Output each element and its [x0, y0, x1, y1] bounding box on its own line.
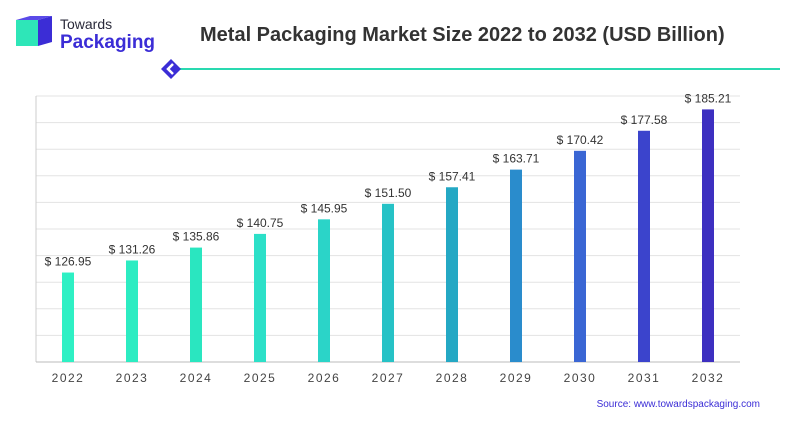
x-tick-label-2025: 2025 — [244, 371, 277, 385]
value-label-2024: $ 135.86 — [173, 230, 220, 244]
value-label-2026: $ 145.95 — [301, 201, 348, 215]
value-label-2029: $ 163.71 — [493, 152, 540, 166]
x-tick-label-2030: 2030 — [564, 371, 597, 385]
source-note: Source: www.towardspackaging.com — [596, 399, 760, 410]
x-tick-label-2028: 2028 — [436, 371, 469, 385]
bar-2030 — [574, 150, 586, 362]
value-label-2031: $ 177.58 — [621, 113, 668, 127]
x-tick-label-2022: 2022 — [52, 371, 85, 385]
logo: Towards Packaging — [14, 14, 155, 54]
value-label-2027: $ 151.50 — [365, 186, 412, 200]
bar-2027 — [382, 203, 394, 362]
value-label-2023: $ 131.26 — [109, 242, 156, 256]
value-label-2030: $ 170.42 — [557, 133, 604, 147]
x-tick-label-2026: 2026 — [308, 371, 341, 385]
x-tick-label-2023: 2023 — [116, 371, 149, 385]
value-label-2025: $ 140.75 — [237, 216, 284, 230]
bar-2025 — [254, 233, 266, 362]
x-tick-label-2029: 2029 — [500, 371, 533, 385]
x-tick-label-2024: 2024 — [180, 371, 213, 385]
divider-line — [176, 68, 780, 70]
title-divider — [160, 58, 780, 80]
x-tick-label-2032: 2032 — [692, 371, 725, 385]
value-label-2022: $ 126.95 — [45, 255, 92, 269]
brand-bottom: Packaging — [60, 31, 156, 53]
bar-2028 — [446, 187, 458, 362]
bar-2024 — [190, 247, 202, 362]
value-label-2032: $ 185.21 — [685, 91, 732, 105]
chevron-left-icon — [161, 59, 181, 79]
bar-2022 — [62, 272, 74, 362]
logo-mark-icon — [16, 16, 52, 46]
bar-2032 — [702, 109, 714, 362]
brand-top: Towards — [60, 15, 113, 32]
x-tick-label-2031: 2031 — [628, 371, 661, 385]
value-label-2028: $ 157.41 — [429, 169, 476, 183]
chart-title: Metal Packaging Market Size 2022 to 2032… — [200, 24, 725, 46]
bar-2023 — [126, 260, 138, 362]
bar-2026 — [318, 219, 330, 362]
x-tick-label-2027: 2027 — [372, 371, 405, 385]
bar-2031 — [638, 130, 650, 362]
bar-2029 — [510, 169, 522, 362]
